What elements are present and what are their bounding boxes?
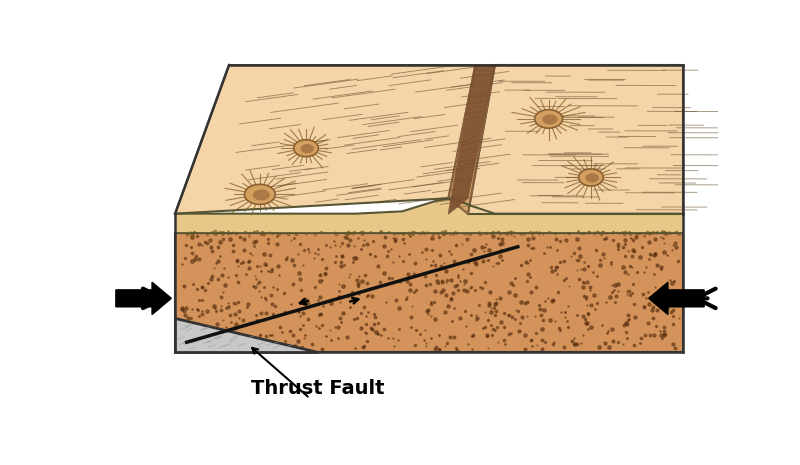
FancyArrow shape: [116, 282, 171, 314]
Polygon shape: [468, 65, 683, 213]
Polygon shape: [245, 185, 275, 205]
Polygon shape: [175, 65, 475, 213]
Polygon shape: [175, 318, 318, 352]
Polygon shape: [253, 189, 270, 200]
Polygon shape: [449, 65, 494, 213]
Polygon shape: [578, 169, 603, 186]
Polygon shape: [534, 110, 562, 128]
Polygon shape: [586, 173, 599, 183]
Polygon shape: [301, 144, 314, 153]
Polygon shape: [542, 114, 558, 125]
Polygon shape: [294, 140, 318, 157]
Text: Thrust Fault: Thrust Fault: [251, 379, 384, 399]
Polygon shape: [175, 198, 683, 233]
FancyArrow shape: [649, 282, 704, 314]
Polygon shape: [175, 233, 683, 352]
